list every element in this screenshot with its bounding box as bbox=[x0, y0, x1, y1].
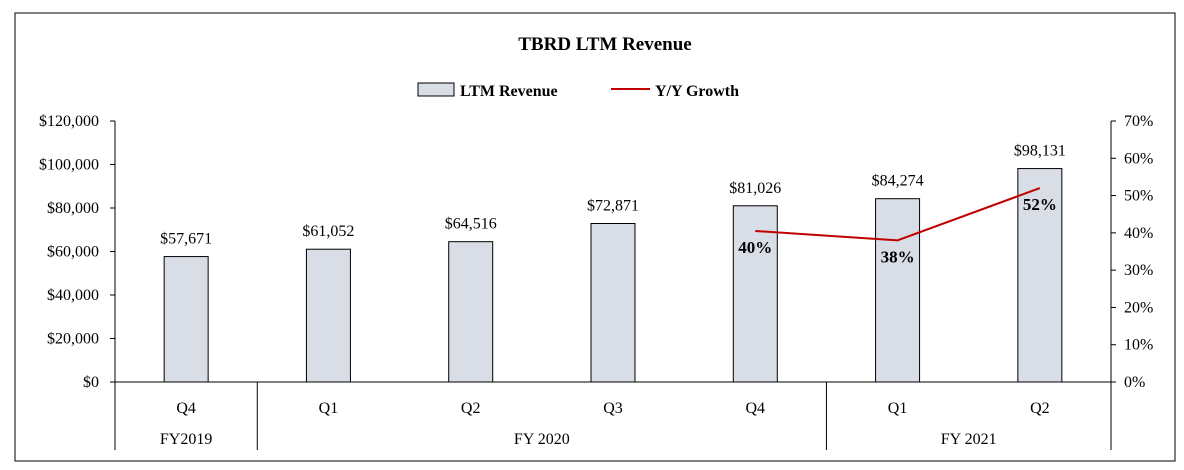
bar-data-label: $98,131 bbox=[1014, 143, 1066, 160]
y2-tick-label: 60% bbox=[1124, 150, 1153, 167]
bar-ltm-revenue bbox=[448, 241, 494, 383]
x-category-label: Q3 bbox=[603, 400, 623, 417]
legend-label-growth: Y/Y Growth bbox=[655, 83, 739, 100]
bar-ltm-revenue bbox=[875, 198, 921, 383]
y-tick-label: $100,000 bbox=[39, 157, 99, 174]
y-tick-label: $0 bbox=[83, 374, 99, 391]
growth-data-label: 52% bbox=[1023, 195, 1057, 214]
legend-label-revenue: LTM Revenue bbox=[460, 83, 558, 100]
growth-data-label: 38% bbox=[881, 247, 915, 266]
growth-line-group: 40% 38% 52% bbox=[738, 187, 1057, 266]
bar-ltm-revenue bbox=[732, 205, 778, 383]
growth-line bbox=[755, 187, 1041, 242]
growth-data-label: 40% bbox=[738, 238, 772, 257]
y2-tick-label: 30% bbox=[1124, 262, 1153, 279]
y2-tick-label: 50% bbox=[1124, 188, 1153, 205]
bar-data-label: $81,026 bbox=[729, 180, 781, 197]
x-category-label: Q1 bbox=[888, 400, 908, 417]
bar-labels: $57,671 $61,052 $64,516 $72,871 $81,026 $84,2… bbox=[160, 143, 1066, 248]
chart-title: TBRD LTM Revenue bbox=[518, 34, 691, 55]
y-tick-label: $60,000 bbox=[47, 244, 99, 261]
x-category-label: Q4 bbox=[176, 400, 196, 417]
y2-tick-label: 10% bbox=[1124, 337, 1153, 354]
y2-tick-label: 70% bbox=[1124, 113, 1153, 130]
axes: $0 $20,000 $40,000 $60,000 $80,000 $100,000 $1… bbox=[39, 113, 1153, 391]
bar-ltm-revenue bbox=[1017, 168, 1063, 383]
y-tick-label: $40,000 bbox=[47, 287, 99, 304]
x-group-label: FY 2021 bbox=[941, 431, 997, 448]
legend: LTM Revenue Y/Y Growth bbox=[417, 82, 739, 100]
y-tick-label: $20,000 bbox=[47, 331, 99, 348]
x-category-label: Q1 bbox=[319, 400, 339, 417]
category-axis: Q4 Q1 Q2 Q3 Q4 Q1 Q2 FY2019 FY 2020 FY 2021 bbox=[114, 381, 1112, 450]
bar-data-label: $64,516 bbox=[445, 216, 497, 233]
bar-ltm-revenue bbox=[163, 256, 209, 383]
bar-data-label: $61,052 bbox=[302, 223, 354, 240]
y2-tick-label: 20% bbox=[1124, 299, 1153, 316]
legend-swatch-revenue bbox=[417, 82, 455, 97]
bar-data-label: $72,871 bbox=[587, 198, 639, 215]
y-tick-label: $80,000 bbox=[47, 200, 99, 217]
bar-ltm-revenue bbox=[590, 223, 636, 383]
x-group-label: FY2019 bbox=[160, 431, 212, 448]
x-category-label: Q2 bbox=[461, 400, 481, 417]
x-group-label: FY 2020 bbox=[514, 431, 570, 448]
y-tick-label: $120,000 bbox=[39, 113, 99, 130]
x-category-label: Q2 bbox=[1030, 400, 1050, 417]
bar-ltm-revenue bbox=[305, 248, 351, 383]
x-category-label: Q4 bbox=[746, 400, 766, 417]
bar-data-label: $84,274 bbox=[872, 173, 924, 190]
bar-data-label: $57,671 bbox=[160, 231, 212, 248]
bars bbox=[163, 168, 1063, 383]
y2-tick-label: 40% bbox=[1124, 225, 1153, 242]
y2-tick-label: 0% bbox=[1124, 374, 1145, 391]
